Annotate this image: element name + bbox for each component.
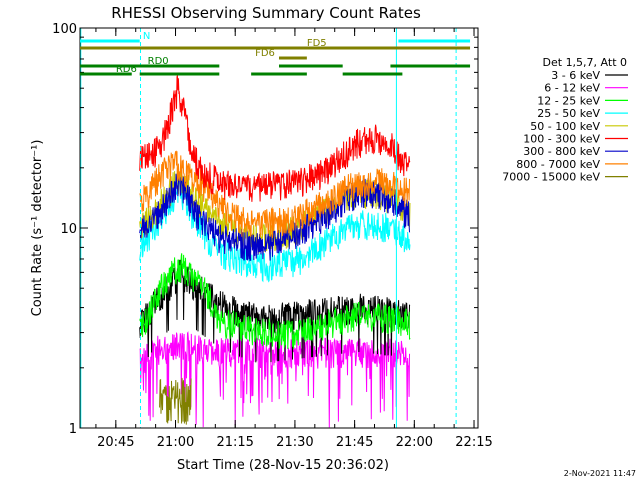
legend-label-3-6-kev: 3 - 6 keV: [551, 69, 600, 82]
x-tick-label-2145: 21:45: [336, 435, 373, 450]
instrument-flags: N FD5 FD6 RD0 RD6: [80, 31, 471, 76]
legend-label-50-100-kev: 50 - 100 keV: [530, 120, 600, 133]
y-tick-label-1: 1: [69, 422, 77, 437]
legend-label-800-7000-kev: 800 - 7000 keV: [516, 158, 600, 171]
legend-label-7000-15000-kev: 7000 - 15000 keV: [502, 171, 600, 184]
x-tick-label-2045: 20:45: [97, 435, 134, 450]
x-tick-label-2215: 22:15: [455, 435, 492, 450]
flag-n-label: N: [143, 31, 150, 42]
series-line-7000-15000-kev: [159, 377, 192, 425]
series-line-800-7000-kev: [139, 150, 411, 239]
legend-label-12-25-kev: 12 - 25 keV: [537, 94, 600, 107]
series-line-25-50-kev: [139, 177, 411, 283]
legend-label-6-12-kev: 6 - 12 keV: [544, 82, 600, 95]
series-line-12-25-kev: [139, 253, 411, 350]
chart-title: RHESSI Observing Summary Count Rates: [111, 4, 421, 22]
y-axis: 1 10 100: [52, 22, 478, 437]
x-axis-label: Start Time (28-Nov-15 20:36:02): [177, 458, 389, 473]
y-axis-label: Count Rate (s⁻¹ detector⁻¹): [30, 140, 45, 317]
x-tick-label-2115: 21:15: [216, 435, 253, 450]
y-tick-label-10: 10: [60, 222, 77, 237]
plot-area: [80, 28, 457, 428]
legend-header: Det 1,5,7, Att 0: [543, 56, 627, 69]
flag-rd0-label: RD0: [148, 56, 169, 67]
flag-rd6-label: RD6: [116, 64, 137, 75]
legend-label-300-800-kev: 300 - 800 keV: [523, 145, 600, 158]
x-axis: 20:45 21:00 21:15 21:30 21:45 22:00 22:15: [95, 28, 493, 450]
flag-fd5-label: FD5: [307, 38, 327, 49]
flag-fd6-label: FD6: [255, 48, 275, 59]
generation-timestamp: 2-Nov-2021 11:47: [564, 469, 636, 478]
x-tick-label-2200: 22:00: [396, 435, 433, 450]
legend-label-100-300-kev: 100 - 300 keV: [523, 133, 600, 146]
x-tick-label-2100: 21:00: [157, 435, 194, 450]
legend-label-25-50-kev: 25 - 50 keV: [537, 107, 600, 120]
y-tick-label-100: 100: [52, 22, 77, 37]
series-line-6-12-kev: [139, 331, 411, 428]
x-tick-label-2130: 21:30: [276, 435, 313, 450]
series-line-100-300-kev: [139, 75, 411, 202]
